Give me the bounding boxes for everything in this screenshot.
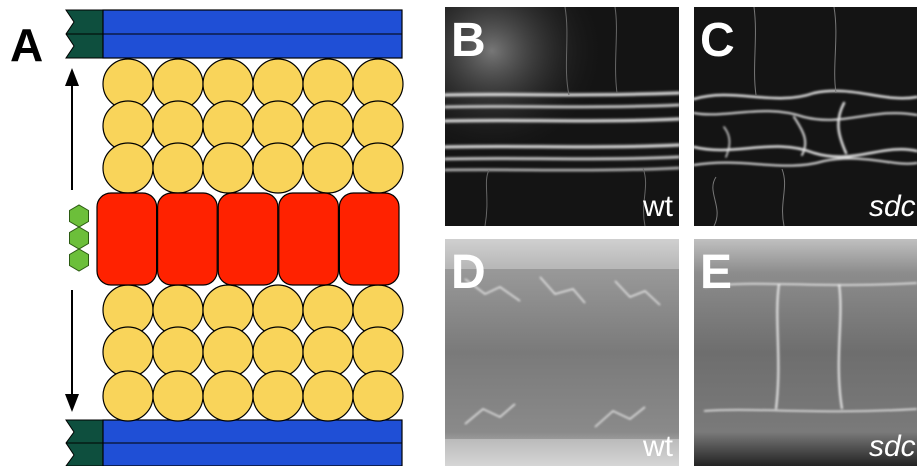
micrograph-panel-e: E sdc (694, 239, 917, 466)
top-boundary (65, 9, 403, 59)
round-cell (352, 142, 404, 194)
micrograph-panel-c: C sdc (694, 7, 917, 226)
round-cell (352, 326, 404, 378)
up-arrow-icon (65, 68, 79, 190)
round-cell (152, 326, 204, 378)
somite-schematic (65, 9, 404, 466)
round-cell (202, 142, 254, 194)
notochord-cell-row (96, 192, 400, 286)
micrograph-d-image (445, 239, 679, 466)
round-cell (252, 326, 304, 378)
panel-a: A (0, 0, 430, 466)
round-cell (202, 370, 254, 422)
upper-cell-rows (102, 58, 404, 194)
panel-letter-e: E (700, 246, 733, 299)
down-arrow-icon (65, 290, 79, 412)
notochord-cell (217, 192, 279, 286)
panel-letter-d: D (451, 246, 486, 299)
signal-hexagon-icon (69, 248, 89, 272)
micrograph-b-image (445, 7, 679, 226)
micrograph-panel-d: D wt (445, 239, 679, 466)
lower-cell-rows (102, 284, 404, 422)
round-cell (302, 326, 354, 378)
genotype-label-c: sdc (869, 190, 916, 223)
round-cell (152, 142, 204, 194)
genotype-label-d: wt (643, 430, 673, 463)
notochord-cell (278, 192, 339, 286)
micrograph-panel-b: B wt (445, 7, 679, 226)
notochord-cell (96, 192, 158, 286)
panel-letter-c: C (700, 14, 735, 67)
round-cell (302, 370, 354, 422)
panel-letter-b: B (451, 14, 486, 67)
micrograph-e-image (694, 239, 917, 466)
signal-hexagon-icon (69, 204, 89, 228)
signal-hexagon-icon (69, 226, 89, 250)
round-cell (102, 142, 154, 194)
round-cell (102, 370, 154, 422)
round-cell (252, 142, 304, 194)
round-cell (202, 326, 254, 378)
round-cell (252, 370, 304, 422)
notochord-cell (338, 192, 400, 286)
bottom-boundary (65, 419, 403, 466)
round-cell (352, 370, 404, 422)
notochord-cell (157, 192, 218, 286)
round-cell (152, 370, 204, 422)
round-cell (102, 326, 154, 378)
genotype-label-b: wt (643, 190, 673, 223)
panel-letter-a: A (10, 19, 44, 71)
round-cell (302, 142, 354, 194)
signal-hexagon-icon (69, 204, 89, 272)
micrograph-c-image (694, 7, 917, 226)
genotype-label-e: sdc (869, 430, 916, 463)
